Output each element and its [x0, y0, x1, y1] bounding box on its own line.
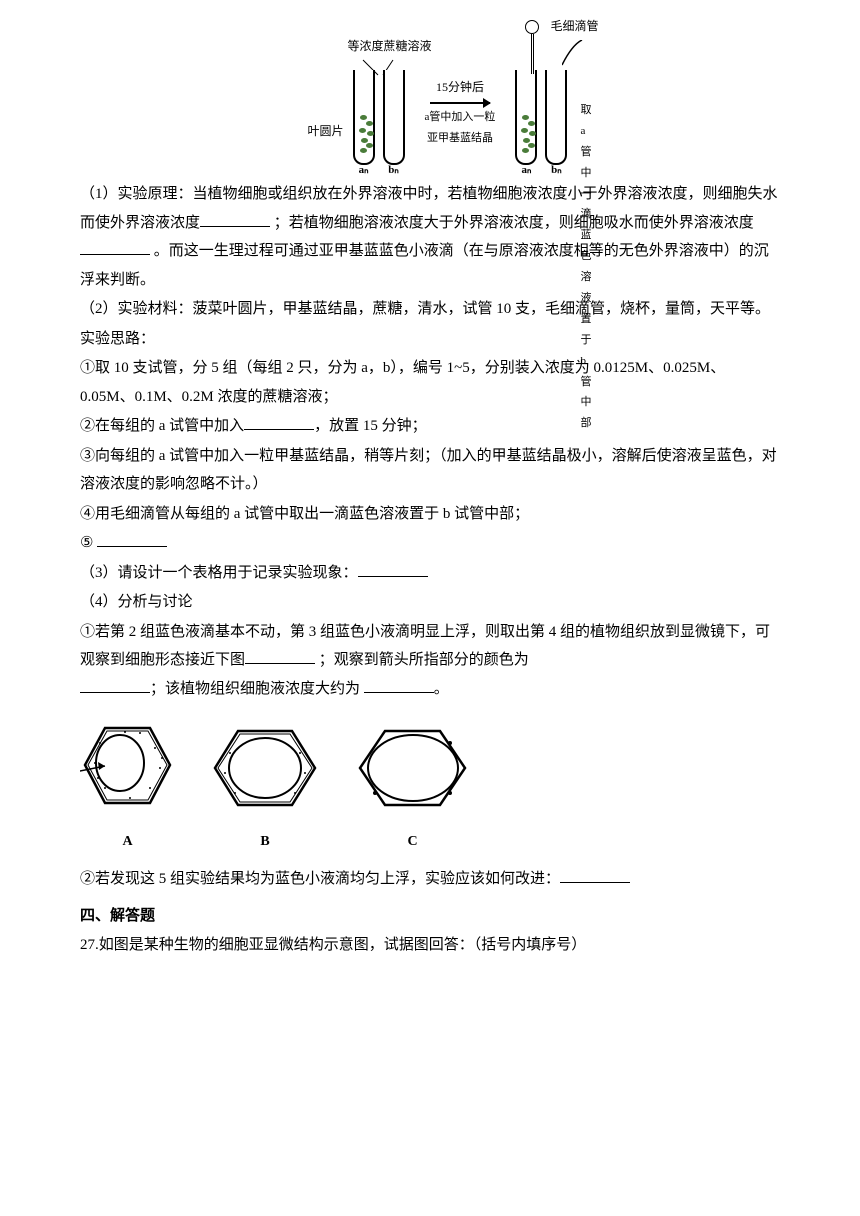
blank-1[interactable] — [200, 212, 270, 227]
step5: ⑤ — [80, 529, 780, 558]
dropper-curve — [562, 40, 592, 70]
blank-3[interactable] — [244, 415, 314, 430]
step1: ①取 10 支试管，分 5 组（每组 2 只，分为 a，b），编号 1~5，分别… — [80, 354, 780, 411]
blank-9[interactable] — [560, 868, 630, 883]
label-dropper: 毛细滴管 — [550, 15, 598, 38]
cell-diagrams: A B C — [80, 718, 780, 855]
cell-label-b: B — [210, 829, 320, 856]
q4-1: ①若第 2 组蓝色液滴基本不动，第 3 组蓝色小液滴明显上浮，则取出第 4 组的… — [80, 618, 780, 704]
label-leaf: 叶圆片 — [308, 120, 344, 143]
tube-label-a: aₙ — [359, 160, 369, 181]
cell-b: B — [210, 723, 320, 855]
q2-text: （2）实验材料：菠菜叶圆片，甲基蓝结晶，蔗糖，清水，试管 10 支，毛细滴管，烧… — [80, 295, 780, 324]
step2: ②在每组的 a 试管中加入，放置 15 分钟； — [80, 412, 780, 441]
tube-label-a2: aₙ — [521, 160, 531, 181]
tube-label-b2: bₙ — [551, 160, 562, 181]
thinking-label: 实验思路： — [80, 325, 780, 354]
blank-2[interactable] — [80, 240, 150, 255]
arrow-sublabel: a管中加入一粒 亚甲基蓝结晶 — [425, 107, 496, 149]
dropper-icon — [525, 20, 539, 74]
blank-7[interactable] — [80, 678, 150, 693]
cell-c: C — [355, 723, 470, 855]
tube-pair-left: 等浓度蔗糖溶液 叶圆片 aₙ bₙ — [353, 70, 405, 165]
blank-8[interactable] — [364, 678, 434, 693]
q3: （3）请设计一个表格用于记录实验现象： — [80, 559, 780, 588]
tube-a-right: aₙ — [515, 70, 537, 165]
tube-b-left: bₙ — [383, 70, 405, 165]
blank-5[interactable] — [358, 562, 428, 577]
cell-a: A — [80, 718, 175, 855]
step4: ④用毛细滴管从每组的 a 试管中取出一滴蓝色溶液置于 b 试管中部； — [80, 500, 780, 529]
cell-label-c: C — [355, 829, 470, 856]
cell-label-a: A — [80, 829, 175, 856]
tube-b-right: bₙ — [545, 70, 567, 165]
arrow-transition: 15分钟后 a管中加入一粒 亚甲基蓝结晶 — [425, 76, 496, 149]
blank-4[interactable] — [97, 532, 167, 547]
q4-label: （4）分析与讨论 — [80, 588, 780, 617]
blank-6[interactable] — [245, 649, 315, 664]
step3: ③向每组的 a 试管中加入一粒甲基蓝结晶，稍等片刻；（加入的甲基蓝结晶极小，溶解… — [80, 442, 780, 499]
experiment-diagram: 等浓度蔗糖溶液 叶圆片 aₙ bₙ 15分钟后 a管中加入一粒 亚 — [140, 30, 780, 165]
label-right: 取a管中一滴蓝色 溶液置于b管中部 — [580, 100, 591, 434]
tube-a-left: aₙ — [353, 70, 375, 165]
q27: 27.如图是某种生物的细胞亚显微结构示意图，试据图回答：（括号内填序号） — [80, 931, 780, 960]
q1-text: （1）实验原理：当植物细胞或组织放在外界溶液中时，若植物细胞液浓度小于外界溶液浓… — [80, 180, 780, 294]
tube-pair-right: 毛细滴管 取a管中一滴蓝色 溶液置于b管中部 aₙ — [515, 70, 567, 165]
arrow-label: 15分钟后 — [425, 76, 496, 99]
section-4-title: 四、解答题 — [80, 902, 780, 931]
tube-label-b: bₙ — [388, 160, 399, 181]
q4-2: ②若发现这 5 组实验结果均为蓝色小液滴均匀上浮，实验应该如何改进： — [80, 865, 780, 894]
